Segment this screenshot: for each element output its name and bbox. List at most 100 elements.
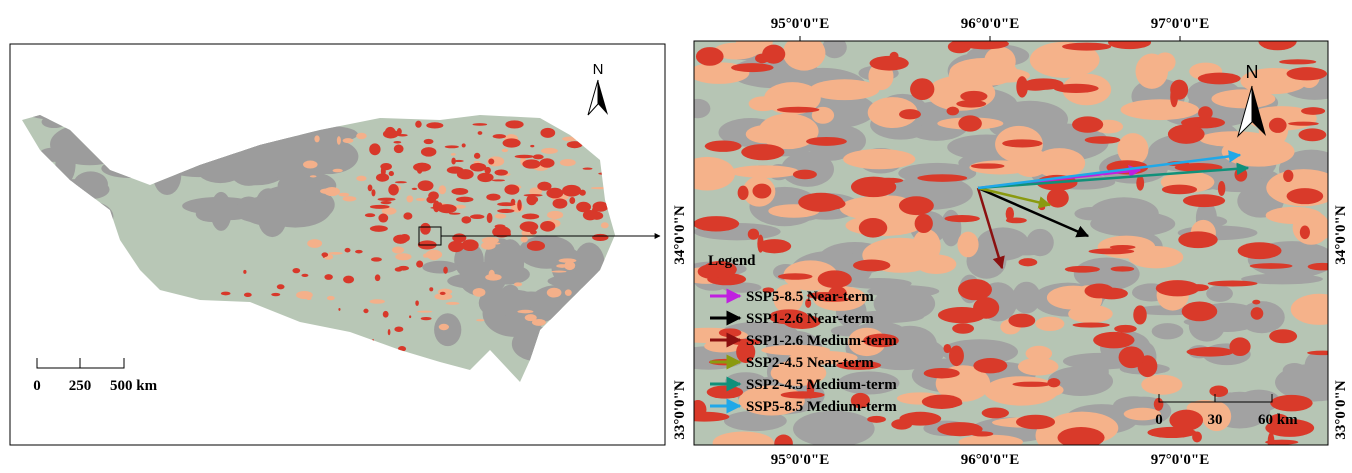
- terrain: [1047, 188, 1069, 207]
- terrain: [381, 201, 392, 204]
- terrain: [730, 165, 799, 178]
- terrain: [1016, 415, 1055, 430]
- terrain: [924, 368, 960, 378]
- terrain: [958, 279, 992, 300]
- terrain: [514, 282, 522, 286]
- terrain: [478, 131, 483, 135]
- terrain: [1307, 351, 1338, 355]
- terrain: [1198, 106, 1213, 119]
- terrain: [416, 198, 426, 201]
- terrain: [806, 137, 847, 146]
- terrain: [1085, 136, 1121, 144]
- terrain: [494, 170, 507, 176]
- terrain: [1152, 323, 1184, 339]
- terrain: [393, 141, 401, 143]
- terrain: [707, 386, 743, 399]
- terrain: [473, 123, 488, 126]
- terrain: [448, 241, 464, 252]
- terrain: [1270, 395, 1312, 411]
- terrain: [343, 276, 354, 284]
- terrain: [1121, 99, 1200, 120]
- terrain: [370, 205, 390, 209]
- terrain: [403, 212, 412, 219]
- terrain: [917, 174, 967, 182]
- terrain: [378, 198, 396, 201]
- terrain: [551, 271, 566, 273]
- terrain: [1218, 181, 1225, 196]
- terrain: [1093, 332, 1134, 349]
- terrain: [853, 260, 890, 272]
- terrain: [446, 302, 460, 305]
- terrain: [522, 159, 540, 168]
- terrain: [369, 143, 380, 155]
- terrain: [339, 193, 350, 197]
- terrain: [1095, 288, 1128, 300]
- terrain: [565, 289, 572, 295]
- terrain: [559, 258, 577, 262]
- terrain: [1283, 363, 1307, 377]
- terrain: [370, 225, 388, 231]
- terrain: [731, 63, 773, 72]
- terrain: [1114, 325, 1137, 333]
- terrain: [301, 274, 308, 277]
- longitude-label: 95°0'0"E: [771, 452, 830, 468]
- terrain: [307, 239, 322, 248]
- terrain: [337, 136, 341, 145]
- terrain: [462, 143, 466, 147]
- terrain: [870, 56, 909, 71]
- terrain: [447, 166, 464, 173]
- terrain: [1283, 170, 1293, 182]
- terrain: [428, 191, 439, 200]
- terrain: [1206, 285, 1233, 302]
- terrain: [440, 292, 446, 295]
- terrain: [1047, 378, 1060, 387]
- terrain: [409, 315, 411, 318]
- terrain: [415, 121, 421, 128]
- terrain: [1019, 258, 1038, 266]
- terrain: [1183, 194, 1225, 207]
- terrain: [412, 188, 418, 190]
- terrain: [371, 257, 382, 261]
- legend-label: SSP1-2.6 Near-term: [746, 311, 874, 327]
- terrain: [493, 134, 506, 138]
- terrain: [1008, 314, 1035, 328]
- terrain: [910, 78, 934, 100]
- terrain: [422, 261, 458, 274]
- terrain: [1293, 211, 1330, 245]
- terrain: [777, 107, 820, 113]
- terrain: [1247, 246, 1267, 258]
- terrain: [1062, 43, 1111, 51]
- terrain: [522, 214, 539, 220]
- terrain: [741, 144, 784, 160]
- terrain: [502, 149, 508, 152]
- terrain: [984, 376, 1059, 405]
- terrain: [957, 232, 978, 258]
- terrain: [540, 221, 555, 232]
- terrain: [497, 209, 514, 213]
- terrain: [1119, 346, 1145, 368]
- terrain: [363, 309, 368, 314]
- legend-label: SSP2-4.5 Medium-term: [746, 377, 897, 393]
- terrain: [486, 194, 500, 201]
- terrain: [547, 288, 562, 298]
- terrain: [426, 122, 443, 128]
- terrain: [949, 345, 964, 366]
- terrain: [537, 182, 551, 191]
- terrain: [395, 253, 411, 260]
- terrain: [547, 211, 563, 219]
- terrain: [327, 296, 335, 300]
- terrain: [451, 188, 468, 195]
- terrain: [420, 223, 431, 235]
- terrain: [1156, 280, 1200, 296]
- terrain: [1035, 317, 1064, 331]
- terrain: [1136, 176, 1144, 191]
- terrain: [915, 214, 933, 233]
- terrain: [846, 278, 912, 289]
- latitude-label: 34°0'0"N: [1333, 205, 1349, 264]
- terrain: [738, 186, 749, 200]
- terrain: [328, 252, 342, 255]
- terrain: [899, 412, 941, 426]
- terrain: [1287, 188, 1324, 204]
- terrain: [1269, 329, 1297, 343]
- terrain: [395, 181, 407, 183]
